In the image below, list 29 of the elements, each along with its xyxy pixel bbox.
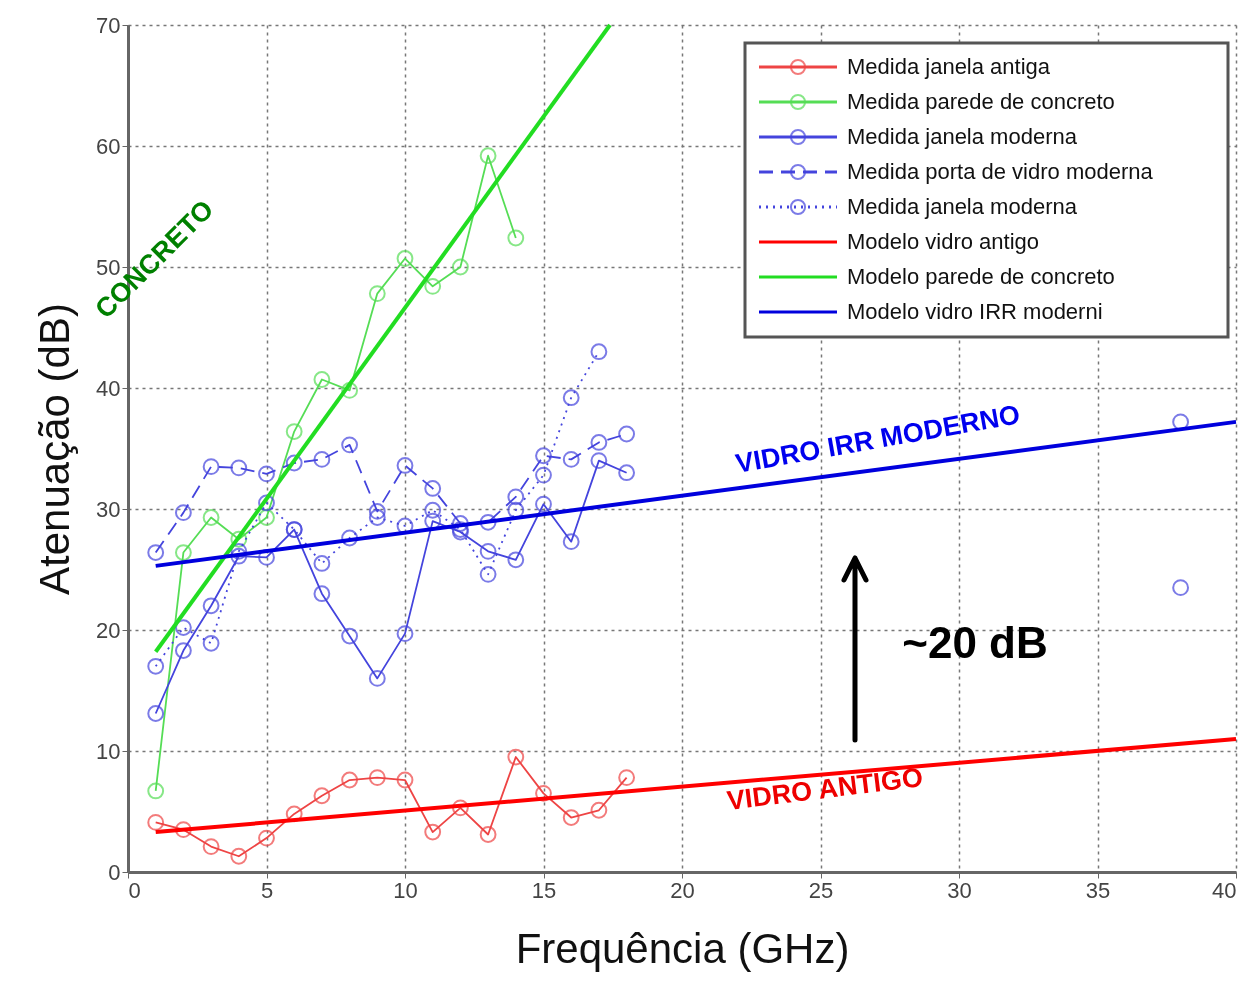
- legend-label: Medida parede de concreto: [847, 89, 1115, 114]
- y-tick-label: 30: [96, 496, 121, 522]
- y-axis-title: Atenuação (dB): [31, 303, 79, 595]
- x-tick-label: 5: [260, 877, 274, 903]
- legend-label: Medida porta de vidro moderna: [847, 159, 1154, 184]
- x-tick-label: 15: [531, 877, 557, 903]
- x-tick-label: 10: [393, 877, 418, 903]
- x-tick-label: 40: [1212, 877, 1237, 903]
- legend-label: Medida janela moderna: [847, 194, 1078, 219]
- x-tick-label: 30: [947, 877, 972, 903]
- y-tick-label: 0: [108, 859, 121, 885]
- legend-label: Modelo parede de concreto: [847, 264, 1115, 289]
- y-tick-label: 60: [96, 133, 121, 159]
- y-tick-label: 40: [96, 375, 121, 401]
- x-tick-label: 25: [808, 877, 834, 903]
- legend-label: Medida janela moderna: [847, 124, 1078, 149]
- annotation: VIDRO ANTIGO: [725, 762, 925, 816]
- legend-label: Modelo vidro IRR moderni: [847, 299, 1103, 324]
- annotation: VIDRO IRR MODERNO: [733, 399, 1023, 479]
- y-tick-label: 20: [96, 617, 121, 643]
- x-axis-title: Frequência (GHz): [515, 924, 850, 972]
- x-tick-label: 0: [128, 877, 141, 903]
- x-tick-label: 35: [1085, 877, 1111, 903]
- x-tick-label: 20: [670, 877, 695, 903]
- legend-label: Modelo vidro antigo: [847, 229, 1040, 254]
- annotation: ~20 dB: [902, 618, 1048, 667]
- legend-label: Medida janela antiga: [847, 54, 1051, 79]
- y-tick-label: 10: [96, 738, 121, 764]
- y-tick-label: 70: [96, 12, 121, 38]
